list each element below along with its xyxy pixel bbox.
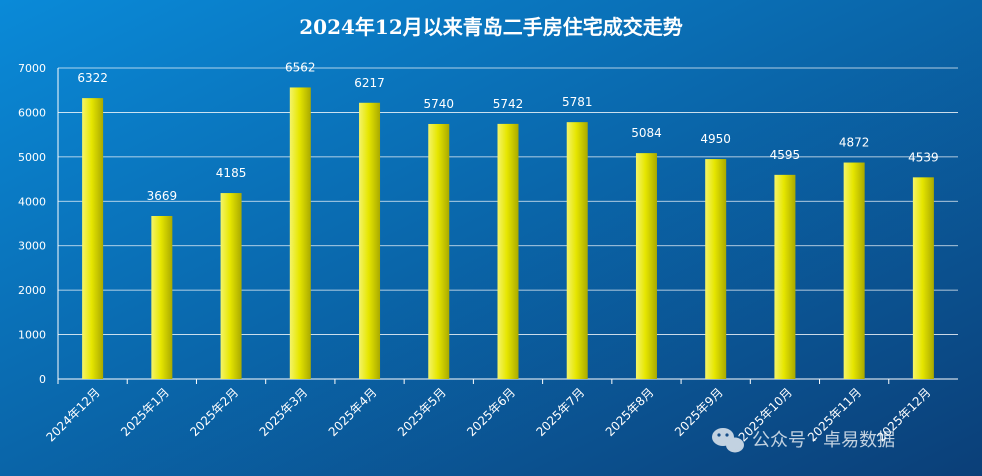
watermark-text: 公众号 · 卓易数据 (752, 430, 895, 451)
data-label: 4950 (700, 132, 731, 146)
chart-title: 2024年12月以来青岛二手房住宅成交走势 (299, 15, 683, 39)
data-label: 6217 (354, 76, 385, 90)
bar (705, 159, 727, 379)
bars (82, 87, 934, 380)
wechat-icon (712, 428, 744, 453)
data-label: 5084 (631, 126, 662, 140)
data-label: 5781 (562, 95, 593, 109)
bar (289, 87, 311, 379)
data-label: 4595 (770, 148, 801, 162)
data-label: 4872 (839, 136, 870, 150)
data-label: 4185 (216, 166, 247, 180)
data-label: 5740 (423, 97, 454, 111)
y-tick-label: 4000 (18, 195, 46, 208)
bar (843, 162, 865, 379)
y-tick-label: 7000 (18, 62, 46, 75)
data-label: 5742 (493, 97, 524, 111)
data-labels: 6322 3669 4185 6562 6217 5740 5742 5781 5084 4950… (77, 60, 938, 203)
y-tick-label: 0 (39, 373, 46, 386)
data-label: 4539 (908, 150, 939, 164)
bar (566, 122, 588, 379)
y-tick-label: 6000 (18, 106, 46, 119)
bar (82, 98, 104, 380)
bar (774, 174, 796, 379)
bar (912, 177, 934, 379)
axes: 0 1000 2000 3000 4000 5000 6000 7000 (18, 62, 958, 386)
y-tick-label: 1000 (18, 329, 46, 342)
y-tick-label: 3000 (18, 240, 46, 253)
data-label: 6562 (285, 60, 316, 74)
y-tick-label: 2000 (18, 284, 46, 297)
bar (151, 215, 173, 379)
data-label: 6322 (77, 71, 108, 85)
data-label: 3669 (147, 189, 178, 203)
bar (220, 193, 242, 379)
y-tick-label: 5000 (18, 151, 46, 164)
watermark: 公众号 · 卓易数据 (712, 428, 895, 453)
bar (428, 123, 450, 379)
bar (497, 123, 519, 379)
bar (635, 153, 657, 379)
bar (359, 102, 381, 380)
